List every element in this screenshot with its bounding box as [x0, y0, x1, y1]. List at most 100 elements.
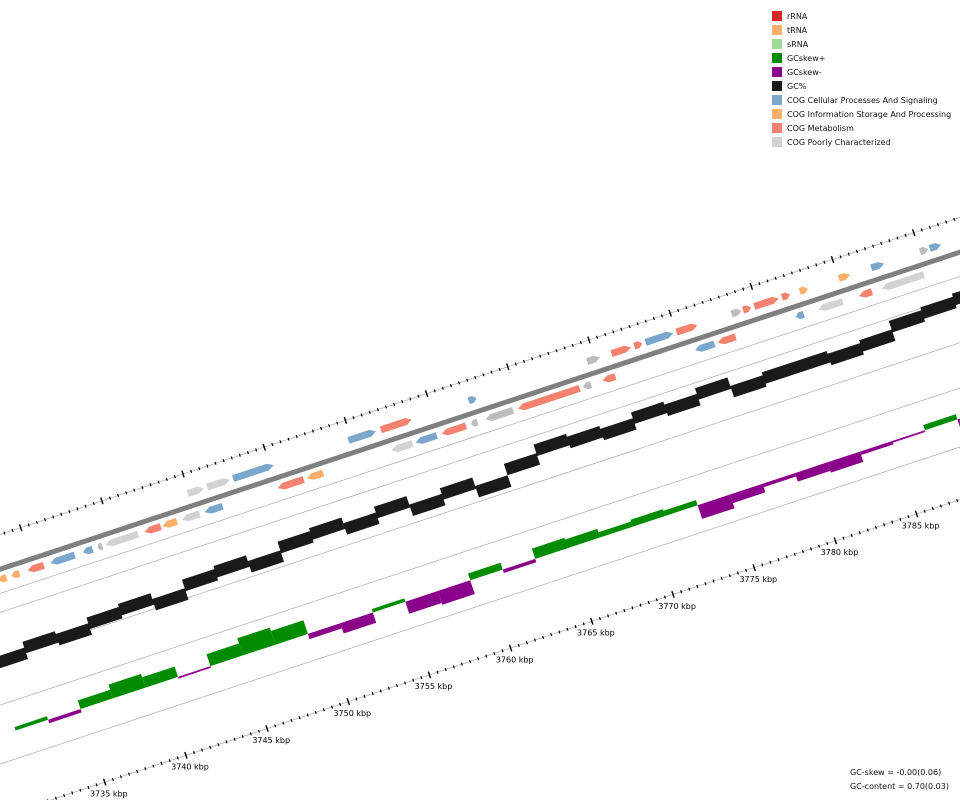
ruler-minor-tick [257, 729, 260, 733]
ruler-minor-tick [533, 638, 537, 642]
ruler-minor-tick [582, 622, 585, 626]
gene-feature-arrow [602, 373, 617, 383]
ruler-minor-tick [761, 563, 764, 567]
legend-item-cog-metabolism: COG Metabolism [772, 121, 951, 135]
ruler-minor-tick [27, 523, 30, 527]
ruler-minor-tick [790, 271, 793, 275]
ruler-minor-tick [818, 544, 821, 548]
ruler-minor-tick [160, 761, 163, 765]
ruler-major-tick [181, 470, 185, 478]
ruler-minor-tick [295, 434, 298, 439]
ruler-tick-label: 3770 kbp [658, 602, 696, 611]
ruler-major-tick [18, 524, 23, 532]
ruler-major-tick [262, 443, 266, 451]
ruler-minor-tick [466, 378, 469, 382]
ruler-minor-tick [693, 303, 696, 307]
ruler-minor-tick [119, 775, 122, 779]
ruler-minor-tick [628, 324, 631, 329]
ruler-minor-tick [452, 665, 455, 669]
legend-label: sRNA [787, 39, 809, 49]
ruler-minor-tick [311, 429, 314, 433]
gene-feature-arrow [50, 551, 76, 565]
ruler-minor-tick [363, 694, 366, 698]
gc-skew-stat: GC-skew = -0.00(0.06) [850, 768, 942, 777]
ruler-minor-tick [947, 501, 951, 505]
ruler-minor-tick [555, 349, 558, 353]
ruler-minor-tick [907, 515, 910, 519]
ruler-minor-tick [696, 584, 699, 589]
ruler-minor-tick [433, 389, 436, 393]
ruler-minor-tick [623, 608, 626, 613]
ruler-minor-tick [241, 734, 244, 739]
legend-swatch [772, 11, 782, 21]
ruler-minor-tick [514, 362, 517, 366]
genome-backbone [0, 249, 960, 572]
gene-feature-arrow [610, 345, 631, 357]
legend-label: GC% [787, 81, 807, 91]
ruler-major-tick [343, 416, 348, 424]
ruler-minor-tick [63, 793, 66, 798]
ruler-tick-label: 3760 kbp [496, 655, 534, 664]
ruler-minor-tick [54, 796, 58, 800]
ruler-minor-tick [758, 282, 761, 286]
ruler-minor-tick [685, 306, 688, 310]
ruler-minor-tick [596, 335, 599, 339]
ruler-minor-tick [111, 777, 114, 782]
ruler-minor-tick [704, 582, 707, 586]
gene-feature-arrow [306, 469, 325, 480]
ruler-tick-label: 3735 kbp [90, 790, 128, 799]
legend-label: GCskew+ [787, 53, 826, 63]
ruler-minor-tick [531, 357, 534, 361]
ruler-minor-tick [799, 268, 802, 272]
gene-feature-arrow [795, 311, 805, 320]
ruler-minor-tick [956, 498, 959, 503]
ruler-minor-tick [92, 501, 95, 506]
ruler-tick-label: 3765 kbp [577, 629, 615, 638]
gc-skew-positive [468, 562, 503, 581]
gc-skew-negative [892, 430, 926, 443]
legend-swatch [772, 53, 782, 63]
ruler-minor-tick [896, 236, 899, 240]
gene-feature-arrow [105, 530, 140, 547]
ruler-minor-tick [517, 643, 520, 648]
ruler-minor-tick [52, 515, 55, 519]
ruler-major-tick [184, 751, 188, 759]
ruler-minor-tick [290, 718, 293, 723]
gene-feature-arrow [837, 273, 851, 282]
ruler-minor-tick [493, 651, 496, 656]
ruler-minor-tick [393, 402, 396, 406]
ruler-minor-tick [282, 721, 285, 725]
gc-content-track [0, 291, 960, 669]
ruler-minor-tick [328, 424, 331, 428]
ruler-major-tick [752, 564, 756, 572]
ruler-minor-tick [117, 493, 120, 498]
ruler-minor-tick [3, 531, 6, 535]
ruler-minor-tick [173, 475, 176, 479]
legend-swatch [772, 95, 782, 105]
ruler-minor-tick [769, 560, 772, 564]
ruler-minor-tick [379, 689, 382, 693]
gene-feature-arrow [232, 463, 274, 482]
gene-feature-arrow [741, 305, 752, 314]
ruler-tick-label: 3785 kbp [902, 521, 940, 530]
ruler-minor-tick [225, 740, 228, 744]
gene-feature-arrow [441, 422, 468, 436]
legend-swatch [772, 39, 782, 49]
ruler-minor-tick [376, 408, 379, 412]
ruler-minor-tick [287, 437, 290, 441]
gc-skew-positive [531, 537, 568, 559]
legend-label: COG Information Storage And Processing [787, 109, 952, 119]
ruler-minor-tick [939, 504, 942, 508]
ruler-minor-tick [872, 244, 875, 248]
gc-content-stat: GC-content = 0.70(0.03) [850, 782, 949, 791]
gene-feature-arrow [379, 418, 412, 434]
ruler-minor-tick [125, 491, 128, 495]
gc-skew-positive [270, 620, 308, 645]
ruler-major-tick [671, 590, 675, 598]
ruler-minor-tick [766, 279, 769, 283]
legend-swatch [772, 137, 782, 147]
ruler-minor-tick [322, 708, 325, 712]
ruler-minor-tick [404, 681, 407, 685]
ruler-minor-tick [249, 732, 252, 736]
ruler-minor-tick [165, 477, 168, 482]
